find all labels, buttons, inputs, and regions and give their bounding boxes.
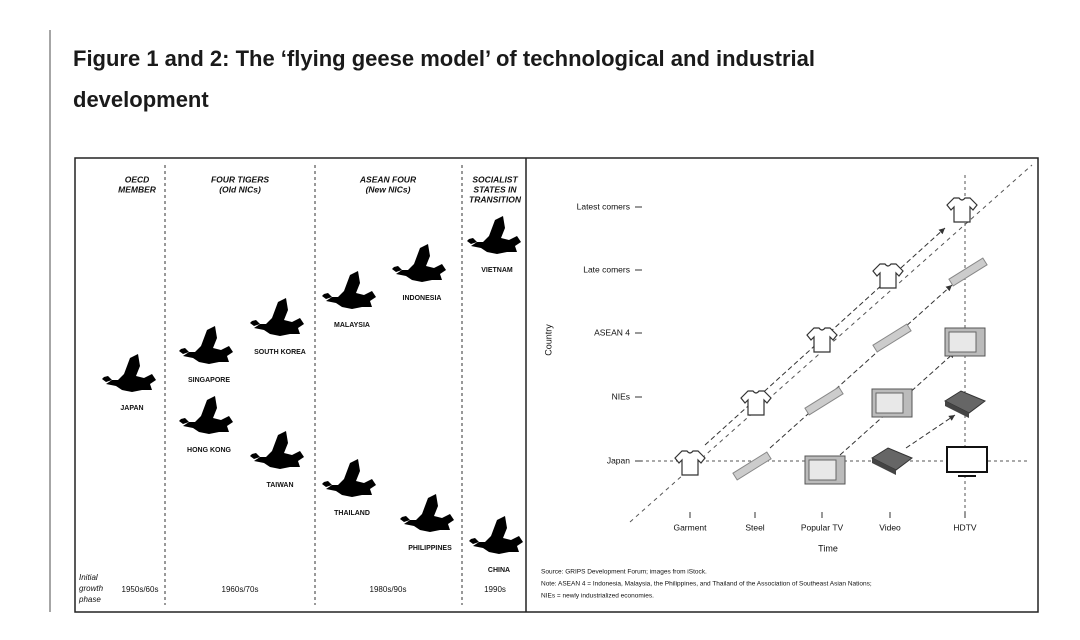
goose-icon bbox=[250, 298, 304, 336]
figure-2: Country Latest comers Late comers ASEAN 4 NI… bbox=[541, 164, 1033, 600]
phase-label: Initial bbox=[79, 573, 98, 582]
source-note: Source: GRIPS Development Forum; images … bbox=[541, 569, 707, 576]
goose-icon bbox=[322, 271, 376, 309]
source-note: Note: ASEAN 4 = Indonesia, Malaysia, the… bbox=[541, 581, 872, 588]
group-header: MEMBER bbox=[118, 184, 157, 194]
garment-icon bbox=[872, 263, 904, 289]
video-side bbox=[872, 458, 896, 475]
steel-icon bbox=[872, 323, 912, 353]
group-header: (Old NICs) bbox=[219, 184, 261, 194]
tv-screen bbox=[948, 331, 977, 353]
goose-icon bbox=[102, 354, 156, 392]
goose-icon bbox=[469, 516, 523, 554]
tv-screen bbox=[875, 392, 904, 414]
country-label: HONG KONG bbox=[187, 447, 232, 454]
garment-icon bbox=[740, 390, 772, 416]
column-label: Garment bbox=[673, 522, 707, 532]
country-label: TAIWAN bbox=[266, 482, 293, 489]
country-label: JAPAN bbox=[120, 405, 143, 412]
group-header: ASEAN FOUR bbox=[359, 174, 417, 184]
goose-icon bbox=[467, 216, 521, 254]
country-label: THAILAND bbox=[334, 510, 370, 517]
figure-frame bbox=[74, 157, 1039, 613]
group-header: STATES IN bbox=[473, 184, 517, 194]
country-label: SINGAPORE bbox=[188, 377, 230, 384]
column-label: Steel bbox=[745, 522, 764, 532]
garment-icon bbox=[674, 450, 706, 476]
column-label: Popular TV bbox=[801, 522, 844, 532]
country-label: MALAYSIA bbox=[334, 322, 370, 329]
row-label: NIEs bbox=[612, 391, 630, 401]
y-axis-title: Country bbox=[543, 324, 553, 356]
x-axis-title: Time bbox=[818, 543, 838, 553]
group-header: SOCIALIST bbox=[472, 174, 518, 184]
period-label: 1980s/90s bbox=[370, 585, 407, 594]
tv-screen bbox=[808, 459, 837, 481]
video-icon bbox=[870, 447, 913, 471]
figure-title: Figure 1 and 2: The ‘flying geese model’… bbox=[73, 46, 816, 112]
row-label: ASEAN 4 bbox=[594, 327, 630, 337]
country-label: SOUTH KOREA bbox=[254, 349, 306, 356]
goose-icon bbox=[400, 494, 454, 532]
column-label: Video bbox=[879, 522, 901, 532]
group-header: TRANSITION bbox=[469, 194, 522, 204]
goose-icon bbox=[250, 431, 304, 469]
hdtv-icon bbox=[946, 446, 988, 473]
phase-label: phase bbox=[78, 595, 101, 604]
period-label: 1960s/70s bbox=[222, 585, 259, 594]
progress-arrow bbox=[905, 414, 956, 449]
garment-icon bbox=[806, 327, 838, 353]
period-label: 1950s/60s bbox=[122, 585, 159, 594]
country-label: INDONESIA bbox=[403, 295, 442, 302]
goose-icon bbox=[392, 244, 446, 282]
source-note: NIEs = newly industrialized economies. bbox=[541, 593, 654, 600]
row-label: Japan bbox=[607, 455, 630, 465]
group-header: FOUR TIGERS bbox=[211, 174, 269, 184]
country-label: PHILIPPINES bbox=[408, 545, 452, 552]
period-label: 1990s bbox=[484, 585, 506, 594]
group-header: (New NICs) bbox=[366, 184, 411, 194]
group-header: OECD bbox=[125, 174, 150, 184]
row-label: Latest comers bbox=[577, 201, 630, 211]
country-label: CHINA bbox=[488, 567, 510, 574]
country-label: VIETNAM bbox=[481, 267, 513, 274]
goose-icon bbox=[179, 326, 233, 364]
progress-arrow bbox=[769, 284, 953, 449]
steel-icon bbox=[732, 451, 772, 481]
goose-icon bbox=[322, 459, 376, 497]
steel-icon bbox=[948, 257, 988, 287]
video-icon bbox=[943, 390, 986, 414]
steel-icon bbox=[804, 386, 844, 416]
goose-icon bbox=[179, 396, 233, 434]
video-side bbox=[945, 401, 969, 418]
progress-arrow bbox=[839, 351, 956, 456]
row-label: Late comers bbox=[583, 264, 630, 274]
phase-label: growth bbox=[79, 584, 104, 593]
column-label: HDTV bbox=[953, 522, 976, 532]
